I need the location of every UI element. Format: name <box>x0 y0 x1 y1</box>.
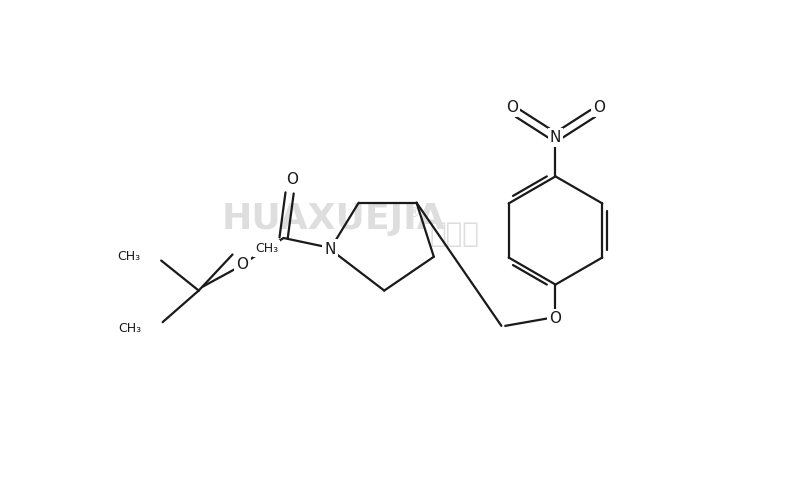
Text: CH₃: CH₃ <box>255 242 278 255</box>
Text: O: O <box>549 311 562 326</box>
Text: O: O <box>593 100 605 115</box>
Text: O: O <box>287 172 299 187</box>
Text: 化学加: 化学加 <box>429 220 479 248</box>
Text: CH₃: CH₃ <box>118 322 142 335</box>
Text: O: O <box>506 100 518 115</box>
Text: ®: ® <box>406 207 420 221</box>
Text: CH₃: CH₃ <box>117 249 140 263</box>
Text: HUAXUEJIA: HUAXUEJIA <box>222 202 446 236</box>
Text: N: N <box>325 242 336 257</box>
Text: N: N <box>550 130 561 145</box>
Text: O: O <box>236 257 248 272</box>
